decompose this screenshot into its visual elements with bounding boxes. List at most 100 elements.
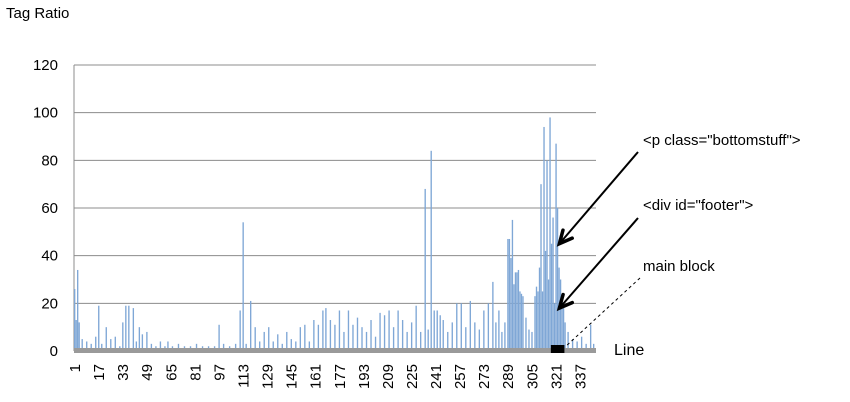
bar [356, 317, 359, 351]
bar [401, 320, 404, 351]
y-tick-label: 80 [41, 152, 58, 169]
y-tick-label: 100 [33, 105, 58, 122]
bar [78, 322, 80, 351]
bar [439, 315, 441, 351]
bar [513, 284, 515, 351]
x-tick-label: 1 [67, 364, 84, 372]
bar [514, 272, 517, 351]
bar [516, 272, 518, 351]
y-tick-label: 0 [50, 343, 58, 360]
bar [442, 320, 444, 351]
x-tick-label: 289 [500, 364, 517, 389]
bar [90, 343, 92, 351]
bar [538, 267, 541, 351]
bar [501, 331, 503, 351]
bar [433, 310, 435, 351]
bar [520, 293, 523, 351]
bar [535, 286, 538, 351]
x-tick-label: 145 [284, 364, 301, 389]
x-tick-label: 161 [308, 364, 325, 389]
x-tick-label: 17 [91, 364, 108, 381]
bar [436, 310, 438, 351]
bar [304, 324, 306, 351]
bar [546, 160, 548, 351]
annotation-main-block-label: main block [643, 258, 715, 275]
bar [105, 327, 107, 351]
bar [308, 341, 311, 351]
bar [534, 296, 536, 351]
bar [370, 320, 372, 351]
bar [338, 310, 341, 351]
bar [290, 339, 292, 351]
bar [528, 329, 530, 351]
x-axis-baseline [74, 348, 596, 353]
x-tick-label: 177 [332, 364, 349, 389]
bar [141, 334, 144, 351]
bar [286, 331, 288, 351]
bar [317, 324, 320, 351]
bar [397, 310, 399, 351]
bar [272, 341, 274, 351]
bar [138, 327, 141, 351]
y-axis-title: Tag Ratio [6, 5, 70, 22]
x-tick-label: 113 [235, 364, 252, 388]
x-tick-label: 49 [139, 364, 156, 381]
bar [250, 300, 252, 351]
bar [218, 324, 220, 351]
x-tick-label: 81 [187, 364, 204, 381]
bar [361, 327, 363, 351]
x-tick-label: 33 [115, 364, 132, 381]
bar [585, 343, 587, 351]
bar [419, 331, 422, 351]
bar-layer [74, 117, 596, 353]
bar [125, 305, 127, 351]
bar [522, 296, 524, 351]
bar [537, 291, 539, 351]
x-tick-label: 257 [452, 364, 469, 389]
bar [430, 150, 432, 351]
bar [571, 339, 574, 351]
bar [559, 279, 562, 351]
x-tick-label: 225 [404, 364, 421, 389]
y-tick-label: 20 [41, 295, 58, 312]
bar [576, 341, 578, 351]
bar [74, 289, 76, 351]
bar [245, 343, 247, 351]
bar [75, 320, 77, 351]
bar [543, 126, 545, 351]
main-block-highlight [550, 345, 565, 353]
annotation-arrows [556, 151, 641, 347]
bar [388, 310, 390, 351]
y-tick-labels: 0 20 40 60 80 100 120 [33, 57, 58, 360]
bar [167, 341, 169, 351]
bar [541, 291, 544, 351]
bar [132, 308, 135, 351]
bar [504, 322, 506, 351]
bar [406, 331, 408, 351]
bar [329, 320, 332, 351]
bar [110, 339, 112, 351]
bar [553, 303, 556, 351]
bar [195, 343, 198, 351]
bar [540, 184, 542, 351]
bar [222, 343, 225, 351]
bar [507, 238, 509, 351]
bar [427, 329, 429, 351]
bar [254, 327, 256, 351]
bar [150, 343, 153, 351]
arrow-main-block [565, 277, 641, 347]
bar [159, 341, 162, 351]
bar [95, 336, 97, 351]
x-axis-title: Line [614, 342, 645, 359]
y-tick-label: 120 [33, 57, 58, 74]
bar [492, 281, 494, 351]
bar [469, 300, 471, 351]
x-tick-label: 65 [163, 364, 180, 381]
bar [525, 317, 527, 351]
bar [564, 322, 566, 351]
bar [122, 322, 124, 351]
bar [567, 331, 569, 351]
bar [383, 315, 386, 351]
bar [447, 331, 449, 351]
